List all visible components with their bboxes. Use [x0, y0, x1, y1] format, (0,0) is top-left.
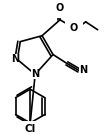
Text: Cl: Cl	[25, 124, 36, 134]
Text: N: N	[79, 65, 87, 75]
Text: N: N	[11, 55, 19, 65]
Text: O: O	[56, 3, 64, 13]
Text: N: N	[31, 69, 39, 79]
Text: O: O	[70, 23, 78, 33]
